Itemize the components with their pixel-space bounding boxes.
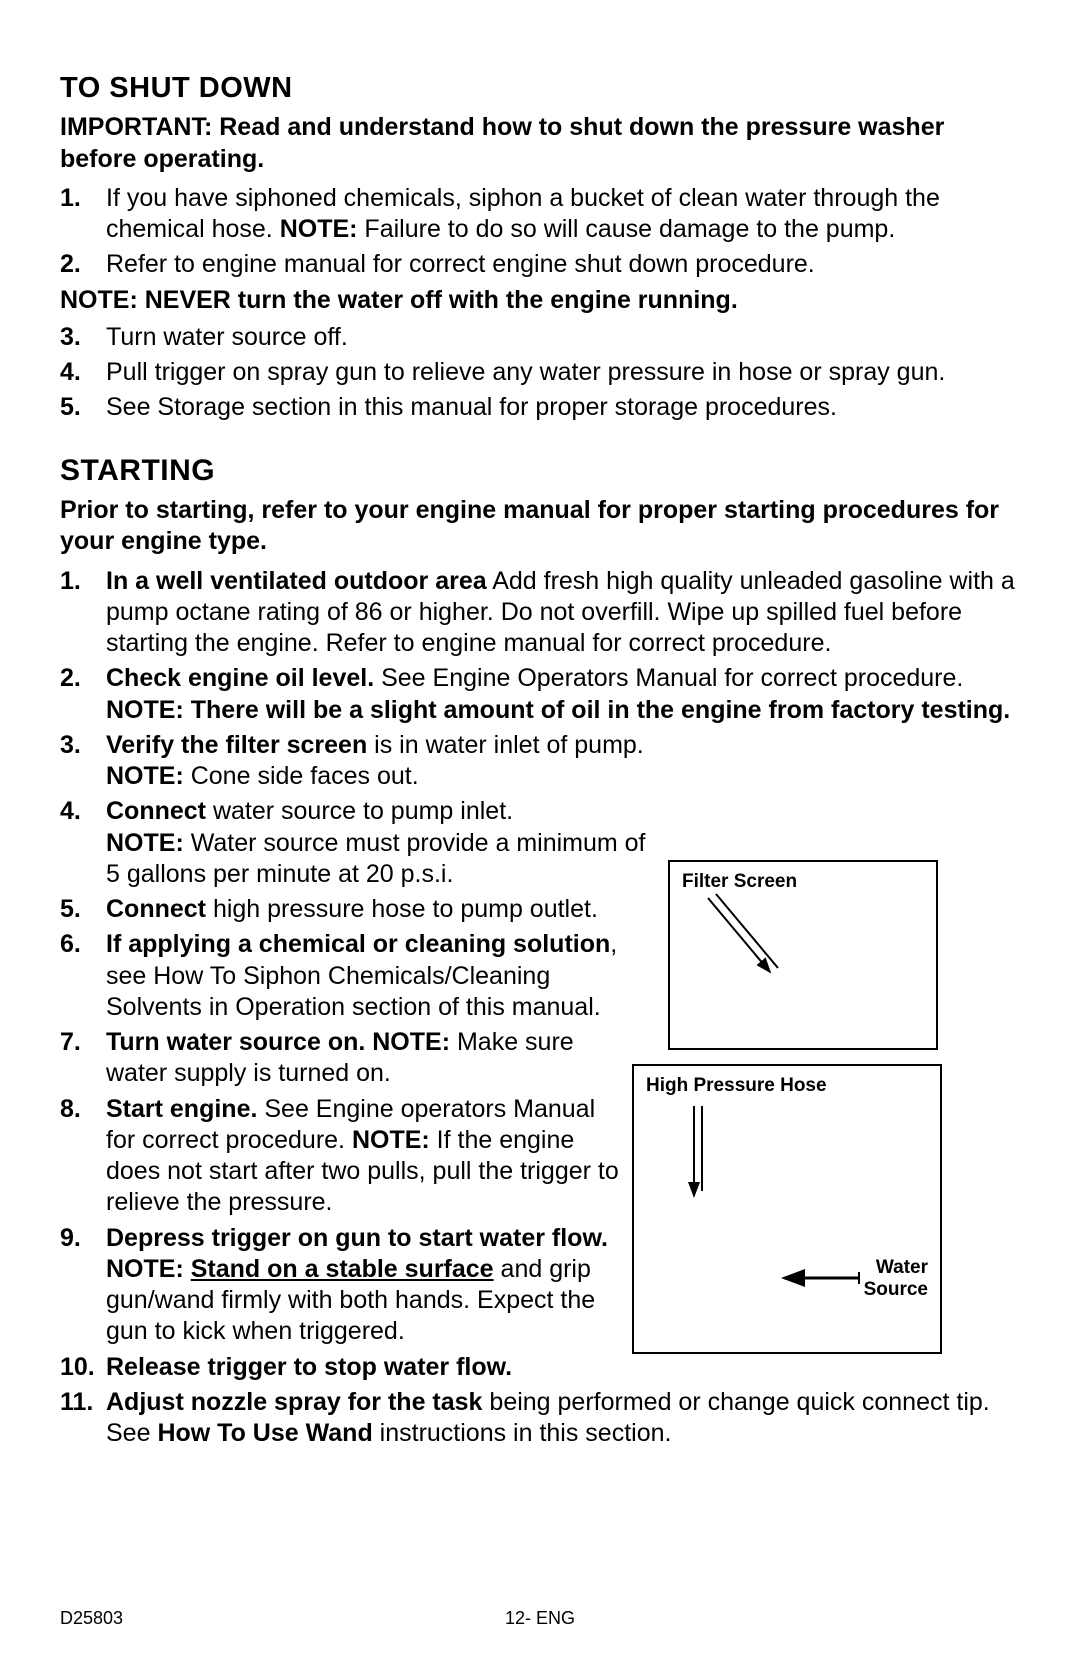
note-label: NOTE: [106,762,184,790]
step-text: If applying a chemical or cleaning solut… [106,929,646,1023]
step-number: 4. [60,796,106,890]
step-text: Refer to engine manual for correct engin… [106,249,1020,280]
note-label: NOTE: [280,215,358,243]
step-text: Connect water source to pump inlet. NOTE… [106,796,646,890]
list-item: 4. Pull trigger on spray gun to relieve … [60,357,1020,388]
text: Turn water source on. NOTE: [106,1028,450,1056]
footer-page-number: 12- ENG [60,1607,1020,1630]
list-item: 2. Check engine oil level. See Engine Op… [60,663,1020,726]
step-number: 1. [60,566,106,660]
step-number: 5. [60,392,106,423]
text: In a well ventilated outdoor area [106,567,487,595]
step-text: Turn water source off. [106,322,1020,353]
step-text: In a well ventilated outdoor area Add fr… [106,566,1020,660]
step-text: Connect high pressure hose to pump outle… [106,894,646,925]
step-number: 7. [60,1027,106,1090]
list-item: 2. Refer to engine manual for correct en… [60,249,1020,280]
figure-hose: High Pressure Hose Water Source [632,1064,942,1354]
text: See Engine Operators Manual for correct … [374,664,963,692]
step-text: See Storage section in this manual for p… [106,392,1020,423]
shutdown-intro: IMPORTANT: Read and understand how to sh… [60,112,1020,175]
text: Water source must provide a minimum of 5… [106,829,646,888]
text: instructions in this section. [373,1419,672,1447]
step-text: Adjust nozzle spray for the task being p… [106,1387,1020,1450]
list-item: 1. If you have siphoned chemicals, sipho… [60,183,1020,246]
shutdown-steps: 1. If you have siphoned chemicals, sipho… [60,183,1020,281]
step-number: 5. [60,894,106,925]
text: If applying a chemical or cleaning solut… [106,930,610,958]
text: How To Use Wand [157,1419,372,1447]
arrow-icon [670,862,936,1048]
page-footer: D25803 12- ENG [60,1607,1020,1630]
step-text: Start engine. See Engine operators Manua… [106,1094,626,1219]
text: is in water inlet of pump. [367,731,644,759]
step-text: Turn water source on. NOTE: Make sure wa… [106,1027,626,1090]
step-number: 6. [60,929,106,1023]
step-text: If you have siphoned chemicals, siphon a… [106,183,1020,246]
step-text: Release trigger to stop water flow. [106,1352,1020,1383]
step-number: 10. [60,1352,106,1383]
shutdown-title: TO SHUT DOWN [60,70,1020,106]
text: Check engine oil level. [106,664,374,692]
step-text: Pull trigger on spray gun to relieve any… [106,357,1020,388]
text: Cone side faces out. [184,762,419,790]
step-number: 2. [60,663,106,726]
shutdown-steps-2: 3. Turn water source off. 4. Pull trigge… [60,322,1020,424]
step-number: 1. [60,183,106,246]
step-number: 2. [60,249,106,280]
arrow-icon [634,1066,940,1352]
list-item: 10. Release trigger to stop water flow. [60,1352,1020,1383]
step-text: Check engine oil level. See Engine Opera… [106,663,1020,726]
note-label: NOTE: [352,1126,430,1154]
manual-page: TO SHUT DOWN IMPORTANT: Read and underst… [0,0,1080,1669]
step-number: 11. [60,1387,106,1450]
step-number: 3. [60,730,106,793]
step-text: Depress trigger on gun to start water fl… [106,1223,626,1348]
list-item: 3. Verify the filter screen is in water … [60,730,1020,793]
figure-filter-screen: Filter Screen [668,860,938,1050]
list-item: 3. Turn water source off. [60,322,1020,353]
text: water source to pump inlet. [206,797,513,825]
text: Start engine. [106,1095,257,1123]
text: Connect [106,895,206,923]
starting-intro: Prior to starting, refer to your engine … [60,495,1020,558]
step-number: 3. [60,322,106,353]
text-underline: Stand on a stable surface [191,1255,494,1283]
note: NOTE: There will be a slight amount of o… [106,696,1010,724]
step-number: 9. [60,1223,106,1348]
list-item: 11. Adjust nozzle spray for the task bei… [60,1387,1020,1450]
step-number: 8. [60,1094,106,1219]
note-label: NOTE: [106,829,184,857]
list-item: 5. See Storage section in this manual fo… [60,392,1020,423]
text: Connect [106,797,206,825]
text: Adjust nozzle spray for the task [106,1388,482,1416]
text: Release trigger to stop water flow. [106,1353,512,1381]
shutdown-note: NOTE: NEVER turn the water off with the … [60,285,1020,316]
text: Verify the filter screen [106,731,367,759]
step-number: 4. [60,357,106,388]
text: high pressure hose to pump outlet. [206,895,598,923]
step-text: Verify the filter screen is in water inl… [106,730,646,793]
list-item: 1. In a well ventilated outdoor area Add… [60,566,1020,660]
starting-title: STARTING [60,452,1020,490]
text: Failure to do so will cause damage to th… [357,215,895,243]
